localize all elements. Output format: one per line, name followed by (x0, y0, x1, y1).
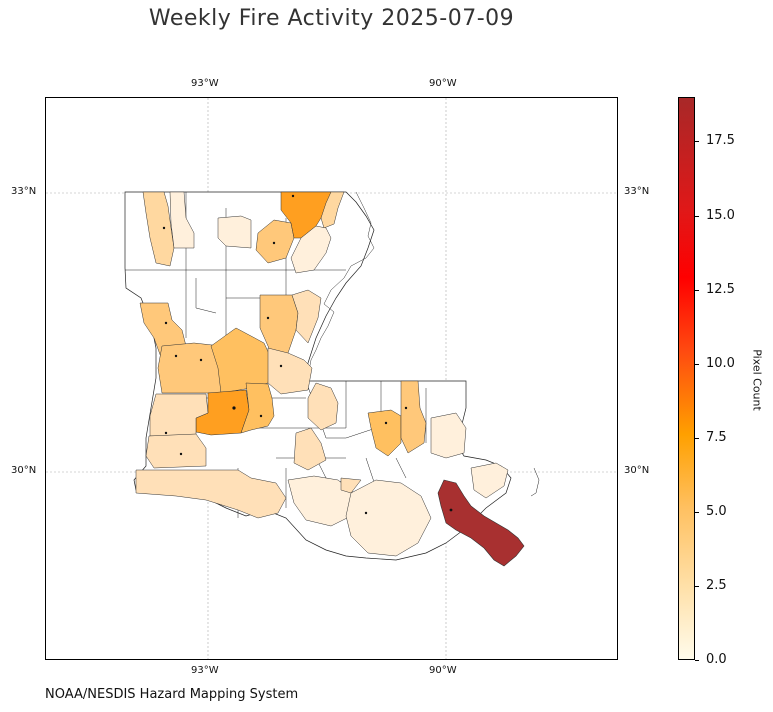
colorbar-tick-label: 17.5 (706, 133, 735, 149)
parish-southwest-b[interactable] (135, 469, 287, 519)
colorbar-tick-label: 0.0 (706, 652, 727, 667)
colorbar-tick-mark (695, 289, 699, 291)
parish-central-d[interactable] (267, 347, 313, 395)
louisiana-parish-map (46, 98, 617, 659)
parish-southeast-a[interactable] (430, 412, 467, 459)
parish-northwest-b[interactable] (169, 191, 195, 249)
parish-northeast-a[interactable] (290, 225, 332, 274)
parish-southeast-b[interactable] (470, 462, 509, 499)
source-credit: NOAA/NESDIS Hazard Mapping System (45, 687, 299, 702)
lat-label-right-33n: 33°N (624, 186, 650, 197)
fire-parishes (135, 191, 525, 567)
parish-plaquemines[interactable] (437, 479, 525, 567)
fire-point (279, 364, 283, 368)
graticule (46, 98, 617, 659)
lon-label-bottom-93w: 93°W (191, 665, 219, 676)
fire-point (259, 414, 263, 418)
parish-southwest-a[interactable] (145, 433, 207, 469)
map-frame (45, 97, 618, 660)
parish-east-b[interactable] (367, 409, 402, 457)
lat-label-left-33n: 33°N (11, 186, 37, 197)
parish-south-central-a[interactable] (293, 427, 327, 471)
parish-central-f[interactable] (240, 382, 275, 434)
colorbar-tick-mark (695, 437, 699, 439)
parish-east-c[interactable] (400, 380, 427, 454)
map-title: Weekly Fire Activity 2025-07-09 (148, 6, 515, 31)
parish-south-a[interactable] (345, 479, 432, 557)
parish-west-c[interactable] (149, 393, 209, 437)
colorbar-tick-label: 10.0 (706, 355, 735, 371)
border-line (195, 278, 217, 314)
parish-north-top-b[interactable] (320, 191, 345, 229)
fire-point (291, 194, 295, 198)
fire-point (384, 421, 388, 425)
fire-point (449, 508, 453, 512)
colorbar (678, 97, 695, 660)
colorbar-label: Pixel Count (750, 349, 764, 411)
colorbar-tick-mark (695, 141, 699, 143)
mississippi-river (307, 191, 375, 377)
colorbar-tick-label: 15.0 (706, 207, 735, 223)
parish-south-b[interactable] (340, 477, 362, 494)
fire-point (164, 431, 168, 435)
coastal-island (530, 467, 540, 497)
fire-point (199, 358, 203, 362)
parish-west-b[interactable] (157, 342, 222, 394)
fire-point (404, 406, 408, 410)
fire-points (162, 194, 453, 515)
lon-label-top-93w: 93°W (191, 78, 219, 89)
colorbar-tick-label: 7.5 (706, 429, 727, 445)
fire-point (162, 226, 166, 230)
parish-northwest-a[interactable] (142, 191, 175, 267)
colorbar-tick-label: 5.0 (706, 503, 727, 519)
fire-point (272, 241, 276, 245)
colorbar-tick-mark (695, 511, 699, 513)
parish-central-b[interactable] (291, 289, 322, 344)
colorbar-tick-mark (695, 660, 699, 661)
colorbar-tick-mark (695, 585, 699, 587)
parish-northwest-c[interactable] (217, 215, 252, 249)
lon-label-bottom-90w: 90°W (429, 665, 457, 676)
lat-label-right-30n: 30°N (624, 465, 650, 476)
fire-point (164, 321, 168, 325)
lat-label-left-30n: 30°N (11, 465, 37, 476)
fire-point (232, 406, 236, 410)
parish-east-a[interactable] (307, 382, 339, 431)
fire-point (174, 354, 178, 358)
colorbar-tick-label: 12.5 (706, 281, 735, 297)
state-outline (124, 191, 512, 561)
colorbar-tick-mark (695, 215, 699, 217)
lon-label-top-90w: 90°W (429, 78, 457, 89)
parish-north-central-a[interactable] (255, 219, 295, 264)
fire-point (364, 511, 368, 515)
colorbar-tick-mark (695, 363, 699, 365)
fire-point (266, 316, 270, 320)
fire-point (179, 452, 183, 456)
colorbar-tick-label: 2.5 (706, 577, 727, 593)
